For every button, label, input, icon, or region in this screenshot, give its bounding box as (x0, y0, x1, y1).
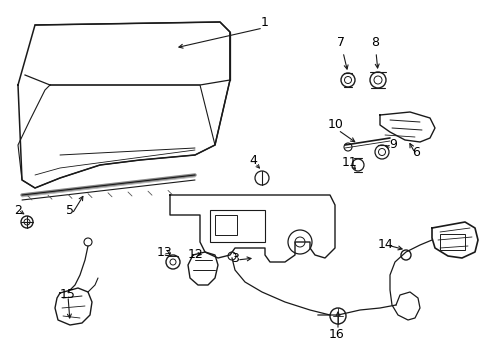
Bar (215, 215, 237, 235)
Text: 12: 12 (188, 248, 203, 261)
Text: 9: 9 (388, 139, 396, 152)
Text: 5: 5 (66, 203, 74, 216)
Text: 14: 14 (377, 238, 393, 251)
Bar (439, 234, 464, 250)
Text: 15: 15 (60, 288, 76, 302)
Text: 11: 11 (342, 156, 357, 168)
Text: 10: 10 (327, 118, 343, 131)
Text: 4: 4 (248, 154, 256, 167)
Text: 7: 7 (336, 36, 345, 49)
Text: 13: 13 (157, 246, 173, 258)
Text: 16: 16 (328, 328, 344, 342)
Text: 8: 8 (370, 36, 378, 49)
Bar (209, 210, 264, 242)
Text: 6: 6 (411, 145, 419, 158)
Text: 1: 1 (261, 15, 268, 28)
Text: 2: 2 (14, 203, 22, 216)
Text: 3: 3 (231, 252, 239, 265)
